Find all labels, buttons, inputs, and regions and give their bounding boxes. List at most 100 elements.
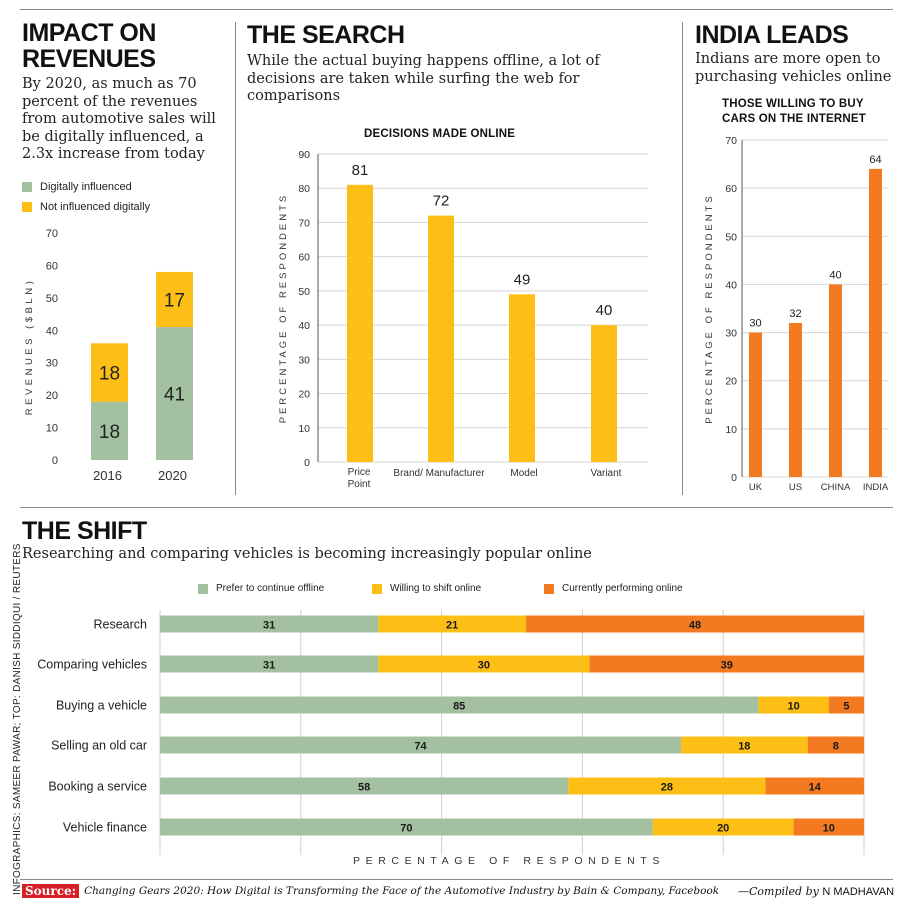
y-tick-label: 20 [725,376,737,388]
data-label: 30 [749,318,761,330]
legend-swatch-orange [544,583,554,594]
legend-shift-online: Willing to shift online [372,583,481,594]
panel3-subtitle: Indians are more open to purchasing vehi… [695,51,892,85]
data-label: 31 [263,660,275,672]
y-tick-label: 0 [52,455,58,467]
middle-rule [20,507,893,508]
bar-segment [680,736,808,754]
row-label: Booking a service [48,780,147,794]
data-label: 32 [789,308,801,320]
countries-chart: 0 10 20 30 40 50 60 70 PERCENTAGE OF RESPONDENTS… [704,135,889,493]
data-label: 20 [717,823,729,835]
bar-segment [652,818,794,836]
bar-segment [828,696,864,714]
compiled-name: N MADHAVAN [822,886,895,898]
decisions-chart: 0 10 20 30 40 50 60 70 80 90 PERCENTAGE OF RESPOND… [278,149,648,490]
legend-swatch-yellow [372,583,382,594]
source-text: Changing Gears 2020: How Digital is Tran… [84,885,720,897]
shift-chart: Research 31 21 48 Comparing vehicles 31 30 39 Bu… [37,610,865,867]
bottom-rule [20,879,893,880]
bar-segment [160,655,379,673]
bar [509,294,535,462]
bar-segment [91,401,128,460]
row-label: Research [94,618,148,632]
y-tick-label: 40 [46,325,58,337]
y-tick-label: 40 [725,279,737,291]
bar-segment [156,271,193,328]
panel1-title-line1: IMPACT ON [22,19,156,47]
panel1-title-line2: REVENUES [22,45,156,73]
legend-swatch-yellow [22,202,32,212]
legend-label: Prefer to continue offline [216,583,325,594]
y-tick-label: 10 [725,424,737,436]
bar-segment [378,655,590,673]
source-label: Source: [22,884,80,898]
y-tick-label: 60 [298,252,310,264]
bar-segment [765,777,864,795]
y-tick-label: 90 [298,149,310,161]
bar-segment [160,615,379,633]
data-label: 18 [99,422,120,443]
bar-segment [160,818,653,836]
y-tick-label: 30 [725,328,737,340]
y-axis-label: REVENUES ($BLN) [24,278,35,416]
data-label: 70 [400,823,412,835]
data-label: 48 [689,620,701,632]
y-tick-label: 60 [725,183,737,195]
legend-not-influenced: Not influenced digitally [22,201,150,213]
data-label: 85 [453,701,465,713]
data-label: 14 [809,782,822,794]
data-label: 28 [661,782,673,794]
y-axis-label: PERCENTAGE OF RESPONDENTS [704,193,715,424]
panel3-title: INDIA LEADS [695,21,849,49]
data-label: 10 [787,701,799,713]
bar [428,215,454,462]
y-tick-label: 70 [298,217,310,229]
data-label: 17 [164,290,185,311]
data-label: 8 [833,741,839,753]
y-tick-label: 70 [725,135,737,147]
bar [829,284,842,477]
data-label: 18 [738,741,750,753]
y-tick-label: 50 [298,286,310,298]
x-tick-label: 2020 [158,468,187,483]
bar-segment [160,777,569,795]
y-axis-label: PERCENTAGE OF RESPONDENTS [278,193,289,424]
data-label: 74 [414,741,427,753]
bar-segment [91,343,128,402]
row-label: Vehicle finance [63,821,147,835]
x-tick-label: CHINA [821,482,851,493]
x-tick-label: Price Point [348,467,371,490]
y-tick-label: 50 [46,293,58,305]
y-tick-label: 60 [46,260,58,272]
bar-segment [160,736,681,754]
x-tick-label: INDIA [863,482,889,493]
y-tick-label: 10 [298,423,310,435]
legend-performing-online: Currently performing online [544,583,683,594]
compiled-by: —Compiled by N MADHAVAN [738,885,894,898]
data-label: 30 [478,660,490,672]
source-line: Source: Changing Gears 2020: How Digital… [22,884,719,898]
y-tick-label: 50 [725,231,737,243]
row-label: Selling an old car [51,739,147,753]
data-label: 18 [99,363,120,384]
x-tick-label: US [789,482,802,493]
legend-digitally-influenced: Digitally influenced [22,181,132,193]
y-tick-label: 0 [731,472,737,484]
row-label: Comparing vehicles [37,658,147,672]
y-tick-label: 20 [46,390,58,402]
bar-segment [568,777,766,795]
bar-segment [807,736,864,754]
data-label: 31 [263,620,275,632]
chart3-title: THOSE WILLING TO BUY CARS ON THE INTERNE… [722,98,866,125]
bar [591,325,617,462]
y-tick-label: 30 [46,358,58,370]
legend-label: Digitally influenced [40,181,132,193]
divider-left [235,22,236,495]
bar [789,322,802,477]
data-label: 81 [352,162,369,179]
bar [347,184,373,463]
panel4-title: THE SHIFT [22,517,147,545]
legend-label: Currently performing online [562,583,683,594]
panel2-subtitle: While the actual buying happens offline,… [247,53,600,104]
